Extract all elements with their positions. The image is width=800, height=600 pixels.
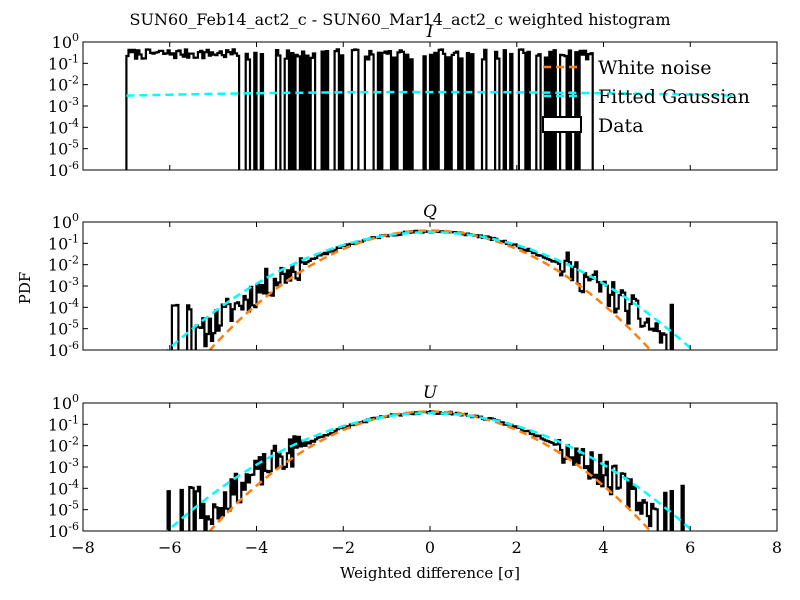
legend-label: Fitted Gaussian xyxy=(598,86,750,108)
y-tick-label: 10-5 xyxy=(48,318,79,339)
x-tick-label: 0 xyxy=(425,538,435,557)
x-tick-label: −2 xyxy=(331,538,355,557)
x-tick-label: 4 xyxy=(598,538,608,557)
y-tick-label: 10-1 xyxy=(48,413,79,434)
y-tick-label: 10-6 xyxy=(48,339,79,360)
series-data-histogram xyxy=(125,48,594,170)
x-tick-label: −6 xyxy=(158,538,182,557)
y-tick-label: 100 xyxy=(52,211,79,232)
figure-title: SUN60_Feb14_act2_c - SUN60_Mar14_act2_c … xyxy=(130,10,671,29)
y-axis-label: PDF xyxy=(16,272,34,305)
y-tick-label: 10-5 xyxy=(48,499,79,520)
y-tick-label: 10-6 xyxy=(48,159,79,180)
series-fitted-gaussian xyxy=(126,90,734,97)
series-fitted-gaussian xyxy=(165,230,695,350)
plot-area xyxy=(165,229,703,350)
x-tick-label: 6 xyxy=(685,538,695,557)
legend-swatch xyxy=(542,116,582,133)
x-tick-label: −8 xyxy=(71,538,95,557)
x-tick-label: −4 xyxy=(245,538,269,557)
y-tick-label: 10-2 xyxy=(48,435,79,456)
y-tick-label: 100 xyxy=(52,392,79,413)
y-tick-label: 10-3 xyxy=(48,275,79,296)
x-tick-label: 2 xyxy=(512,538,522,557)
panel-title: I xyxy=(426,22,434,42)
legend-label: Data xyxy=(598,115,644,137)
y-tick-label: 100 xyxy=(52,31,79,52)
y-tick-label: 10-1 xyxy=(48,232,79,253)
legend: White noise Fitted Gaussian Data xyxy=(542,57,750,137)
y-tick-label: 10-4 xyxy=(48,116,79,137)
plot-area xyxy=(151,410,695,531)
panel-title: Q xyxy=(423,202,437,222)
series-fitted-gaussian xyxy=(165,411,695,531)
y-tick-label: 10-2 xyxy=(48,74,79,95)
panel-title: U xyxy=(423,383,438,403)
plot-area xyxy=(125,48,734,170)
y-tick-label: 10-4 xyxy=(48,296,79,317)
legend-label: White noise xyxy=(598,57,712,79)
y-tick-label: 10-3 xyxy=(48,456,79,477)
y-tick-label: 10-4 xyxy=(48,477,79,498)
y-tick-label: 10-1 xyxy=(48,52,79,73)
x-tick-label: 8 xyxy=(772,538,782,557)
panel-u: −8 −6 −4 −2 0 2 4 6 8 10010-110-210-310-410-510-6… xyxy=(48,383,782,557)
y-tick-label: 10-3 xyxy=(48,95,79,116)
y-tick-label: 10-6 xyxy=(48,520,79,541)
y-tick-label: 10-5 xyxy=(48,138,79,159)
y-tick-label: 10-2 xyxy=(48,254,79,275)
x-axis-label: Weighted difference [σ] xyxy=(340,564,520,582)
